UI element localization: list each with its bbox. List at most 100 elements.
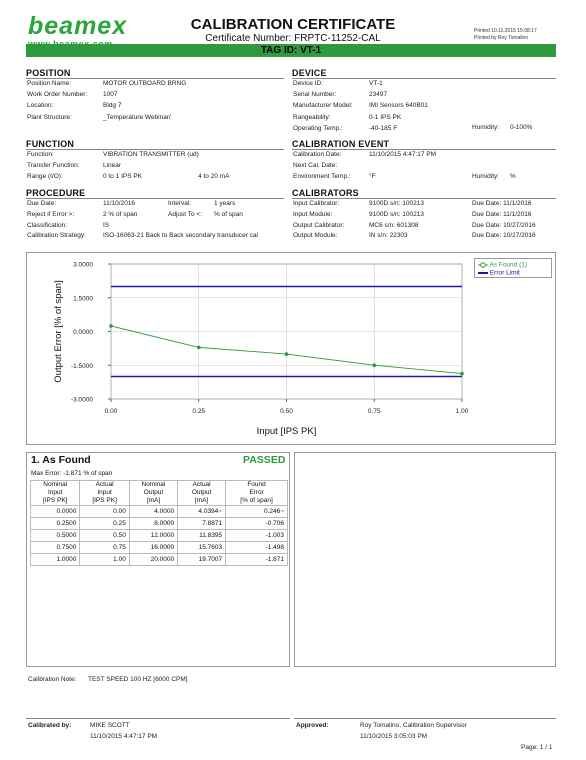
y-tick-label: -1.5000 (71, 363, 93, 370)
calibrators-value: MC6 s/n: 601308 (369, 221, 419, 229)
table-cell: 0.75 (79, 541, 130, 554)
as-found-table-header: Nominal Input [IPS PK] Actual Input [IPS PK] N… (29, 480, 288, 506)
logo-text: beamex (28, 12, 128, 40)
column-header-line: Actual (192, 481, 211, 488)
procedure-label: Classification: (27, 221, 68, 229)
calibrators-value: 9100D s/n: 100213 (369, 200, 424, 207)
procedure-label: Reject if Error >: (27, 210, 75, 218)
certificate-number: Certificate Number: FRPTC-11252-CAL (205, 33, 381, 44)
table-row: 0.2500 0.25 8.0000 7.8871 -0.706 (29, 517, 288, 530)
position-label: Position Name: (27, 80, 72, 87)
as-found-point (460, 371, 464, 376)
as-found-heading: 1. As Found (31, 454, 91, 466)
cal_event-label: Calibration Date: (293, 151, 342, 158)
cal_event-value: 11/10/2015 4:47:17 PM (369, 151, 437, 158)
calibrators-due: Due Date: 10/27/2016 (472, 232, 536, 240)
y-tick-label: 1.5000 (73, 295, 93, 302)
table-cell: 11.8395 (177, 529, 227, 542)
table-cell: 4.0394~ (177, 505, 227, 518)
column-header-line: [IPS PK] (42, 497, 68, 504)
empty-panel (294, 452, 556, 667)
table-cell: 16.0000 (128, 541, 179, 554)
procedure-divider (26, 198, 284, 199)
x-tick-label: 1.00 (456, 408, 469, 415)
device-humidity-value: 0-100% (510, 124, 533, 131)
column-header-line: Found (247, 481, 266, 488)
function-label: Function: (27, 151, 54, 158)
error-chart: 0.00 0.25 0.50 0.75 1.00 3.0000 1.5000 0.0000 -1… (53, 262, 469, 438)
adjust-value: % of span (214, 211, 243, 218)
device-value: VT-1 (369, 80, 383, 87)
as-found-table-body: 0.0000 0.00 4.0000 4.0394~ 0.246~ 0.2500 0.25 8… (29, 505, 288, 566)
column-header-line: Input (97, 489, 112, 496)
function-value: 0 to 1 IPS PK (103, 173, 143, 181)
as-found-point (109, 324, 113, 328)
table-cell: 0.5000 (29, 529, 81, 542)
calibrated-by-name: MIKE SCOTT (90, 722, 130, 729)
table-cell: -0.706 (225, 517, 288, 530)
column-header-line: Output (143, 489, 164, 496)
table-cell: 8.0000 (128, 517, 179, 530)
column-header-line: Error (249, 489, 264, 496)
error-chart-frame: 0.00 0.25 0.50 0.75 1.00 3.0000 1.5000 0.0000 -1… (26, 252, 556, 445)
calibrators-label: Input Module: (293, 210, 333, 218)
table-cell: 4.0000 (128, 505, 179, 518)
cal-humidity-value: % (510, 173, 516, 180)
column-header-line: [mA] (146, 497, 161, 504)
procedure-heading: PROCEDURE (26, 188, 86, 198)
cal_event-value: °F (369, 173, 376, 181)
calibrators-label: Output Module: (293, 232, 338, 240)
position-label: Location: (27, 102, 54, 110)
table-row: 0.0000 0.00 4.0000 4.0394~ 0.246~ (29, 505, 288, 518)
printed-info: Printed 10.11.2015 15:08:17 Printed by R… (474, 28, 537, 42)
function-value: Linear (103, 162, 122, 170)
cal_event-label: Next Cal. Date: (293, 162, 338, 170)
column-header-line: Nominal (141, 481, 166, 488)
function-label: Transfer Function: (27, 162, 80, 170)
table-cell: 19.7007 (177, 553, 227, 566)
table-cell: 15.7603 (177, 541, 227, 554)
y-tick-label: 0.0000 (73, 329, 93, 336)
column-header-line: [mA] (194, 497, 209, 504)
table-cell: -1.871 (225, 553, 288, 566)
table-cell: 0.246~ (225, 505, 288, 518)
column-header-line: Nominal (43, 481, 68, 488)
x-axis-label: Input [IPS PK] (257, 426, 317, 437)
position-value: Bldg 7 (103, 102, 122, 110)
legend-error-limit-label: Error Limit (489, 269, 520, 277)
device-heading: DEVICE (292, 68, 327, 78)
position-value: 1007 (103, 91, 118, 99)
as-found-point (372, 363, 377, 368)
table-column-header: Nominal Output [mA] (128, 480, 179, 506)
device-label: Device ID: (293, 80, 323, 87)
legend-error-limit-marker (478, 272, 488, 274)
tag-id-bar: TAG ID: VT-1 (26, 44, 556, 57)
procedure-label: Calibration Strategy: (27, 232, 86, 240)
chart-legend: As Found (1) Error Limit (474, 258, 552, 278)
printed-by: Printed by Roy Tomalino (474, 35, 529, 41)
procedure-value: ISO-16063-21 Back to Back secondary tran… (103, 232, 258, 240)
calibrators-due: Due Date: 11/1/2016 (472, 210, 532, 218)
calibrators-value: IN s/n: 22303 (369, 232, 408, 240)
calibrators-heading: CALIBRATORS (292, 188, 359, 198)
device-label: Manufacturer Model: (293, 102, 353, 110)
table-column-header: Found Error [% of span] (225, 480, 288, 506)
table-cell: 1.00 (79, 553, 130, 566)
table-cell: 12.0000 (128, 529, 179, 542)
position-heading: POSITION (26, 68, 71, 78)
calibrators-label: Input Calibrator: (293, 200, 340, 207)
interval-label: Interval: (168, 200, 192, 207)
certificate-title: CALIBRATION CERTIFICATE (190, 16, 396, 33)
calibrators-label: Output Calibrator: (293, 221, 345, 229)
legend-as-found-marker (478, 262, 488, 268)
y-tick-label: -3.0000 (71, 397, 93, 404)
position-label: Plant Structure: (27, 113, 72, 121)
calibrators-value: 9100D s/n: 100213 (369, 210, 424, 218)
calibration-note-label: Calibration Note: (28, 676, 77, 683)
y-axis-label: Output Error [% of span] (53, 280, 64, 382)
device-value: 0-1 IPS PK (369, 113, 402, 121)
cal_event-label: Environment Temp.: (293, 173, 351, 181)
position-label: Work Order Number: (27, 91, 88, 99)
device-value: 23497 (369, 91, 388, 99)
table-cell: 0.50 (79, 529, 130, 542)
